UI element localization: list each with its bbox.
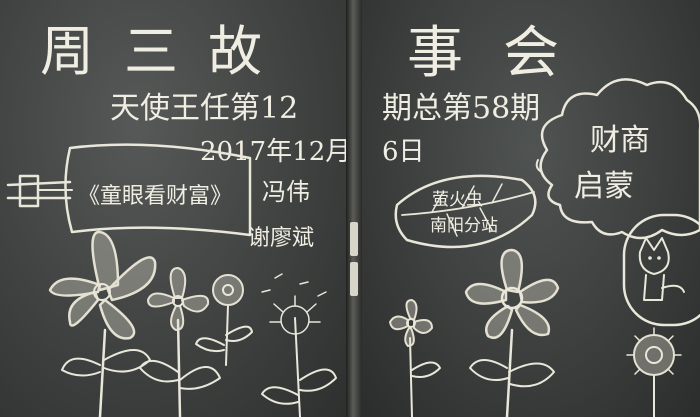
frame-clip-upper: [350, 222, 358, 256]
session-line-right: 期总第58期: [382, 91, 540, 126]
flower-large-right: [464, 248, 560, 417]
author-name: 冯伟: [262, 178, 310, 206]
book-title: 《童眼看财富》: [78, 184, 232, 209]
title-text-right: 事会: [407, 21, 599, 86]
left-chalkboard: 周三故 天使王任第12 2017年12月 《童眼看财富》 冯伟 谢廖斌: [0, 0, 346, 417]
session-line-left: 天使王任第12: [110, 91, 298, 126]
cloud-text-enlighten: 启蒙: [574, 169, 634, 204]
left-board-drawing: 周三故 天使王任第12 2017年12月 《童眼看财富》 冯伟 谢廖斌: [6, 20, 346, 417]
pencil-banner: [6, 143, 252, 237]
flower-large-left: [48, 230, 157, 417]
date-line-right: 6日: [382, 137, 425, 167]
title-text-left: 周三故: [40, 20, 292, 83]
leaf-text-firefly: 萤火虫: [432, 190, 483, 210]
thought-cloud: [535, 78, 700, 240]
flower-small-right: [389, 299, 441, 417]
frame-clip-lower: [350, 262, 358, 296]
cloud-text-wealth: 财商: [590, 123, 650, 158]
flower-small-left: [195, 274, 253, 366]
leaf-text-station: 南阳分站: [430, 216, 498, 236]
board-divider-frame: [346, 0, 362, 417]
leaf-badge: [394, 174, 537, 249]
right-chalkboard: 事会 期总第58期 6日 萤火虫 南阳分站 财商 启蒙: [362, 0, 700, 417]
dandelion-drawing: [261, 273, 337, 417]
author-name-2: 谢廖斌: [248, 226, 314, 251]
flower-medium-left: [139, 267, 221, 417]
flower-sunflower-right: [626, 327, 682, 417]
right-board-drawing: 事会 期总第58期 6日 萤火虫 南阳分站 财商 启蒙: [382, 21, 700, 417]
fox-picture-frame: [622, 213, 700, 327]
date-line-left: 2017年12月: [200, 137, 346, 167]
